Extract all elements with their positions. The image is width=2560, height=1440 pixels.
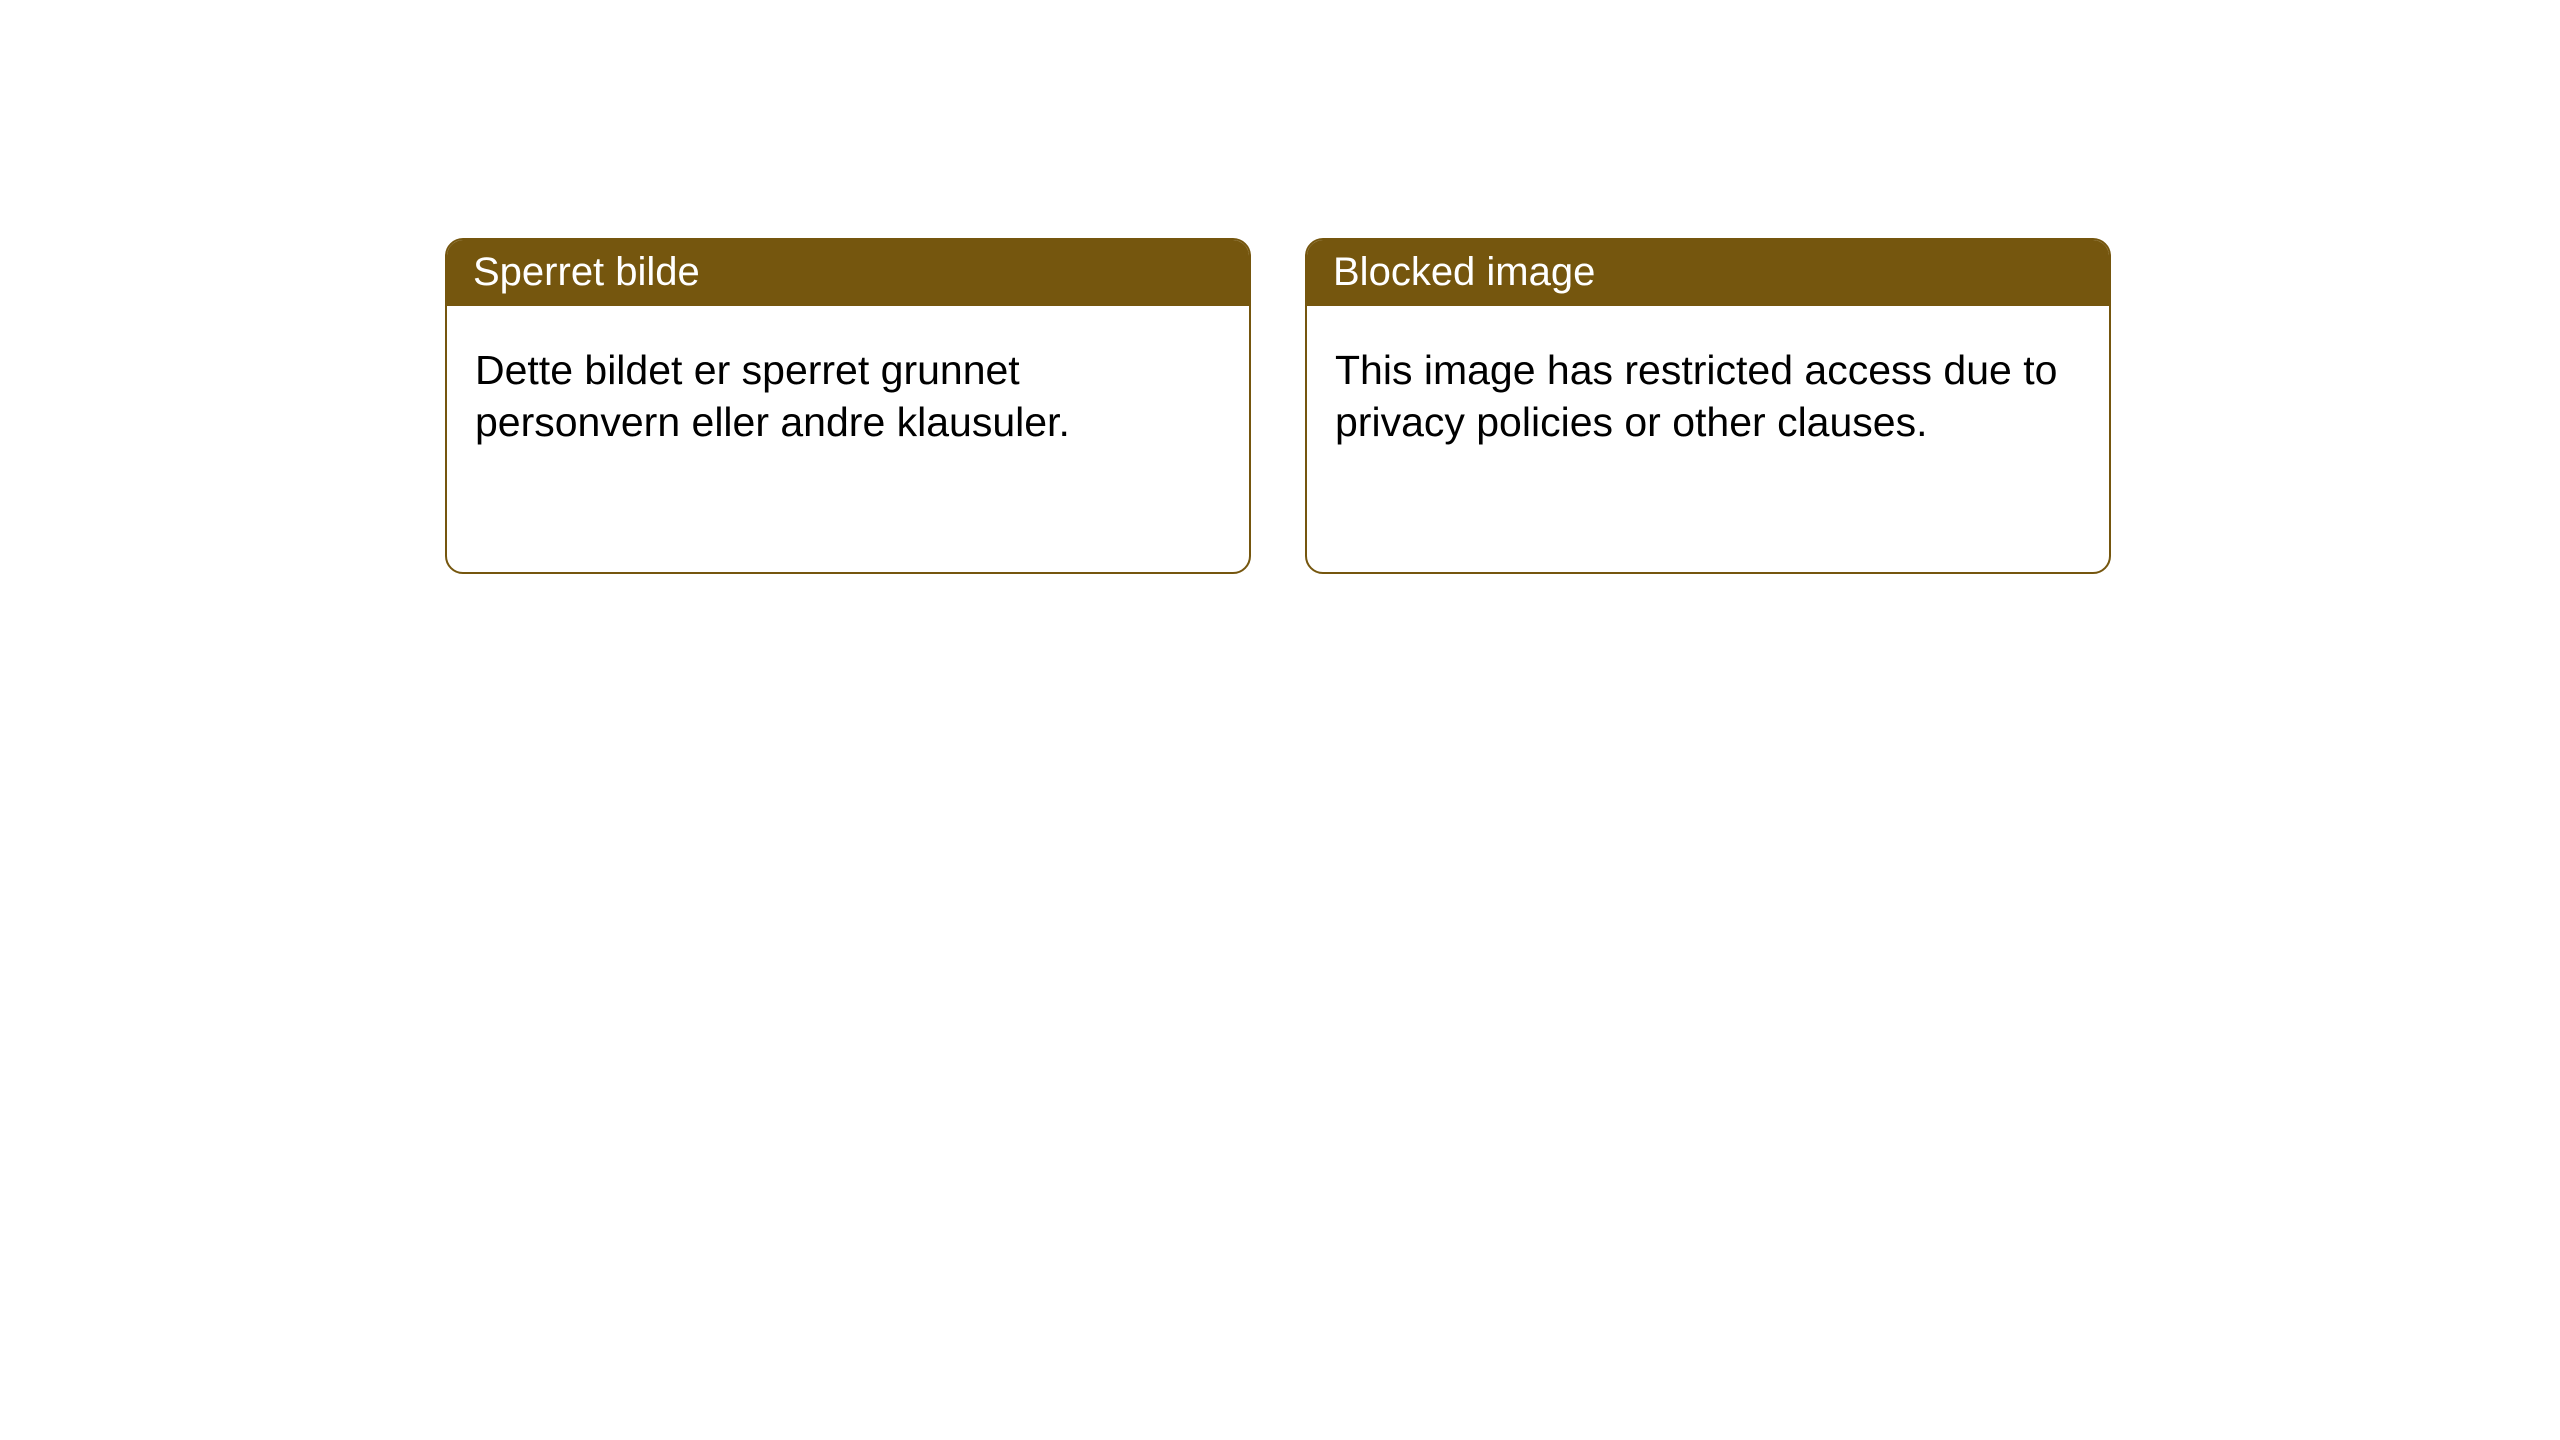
notice-card-title: Blocked image	[1307, 240, 2109, 306]
notice-cards-container: Sperret bilde Dette bildet er sperret gr…	[0, 0, 2560, 574]
notice-card-english: Blocked image This image has restricted …	[1305, 238, 2111, 574]
notice-card-body: This image has restricted access due to …	[1307, 306, 2109, 476]
notice-card-body: Dette bildet er sperret grunnet personve…	[447, 306, 1249, 476]
notice-card-norwegian: Sperret bilde Dette bildet er sperret gr…	[445, 238, 1251, 574]
notice-card-title: Sperret bilde	[447, 240, 1249, 306]
